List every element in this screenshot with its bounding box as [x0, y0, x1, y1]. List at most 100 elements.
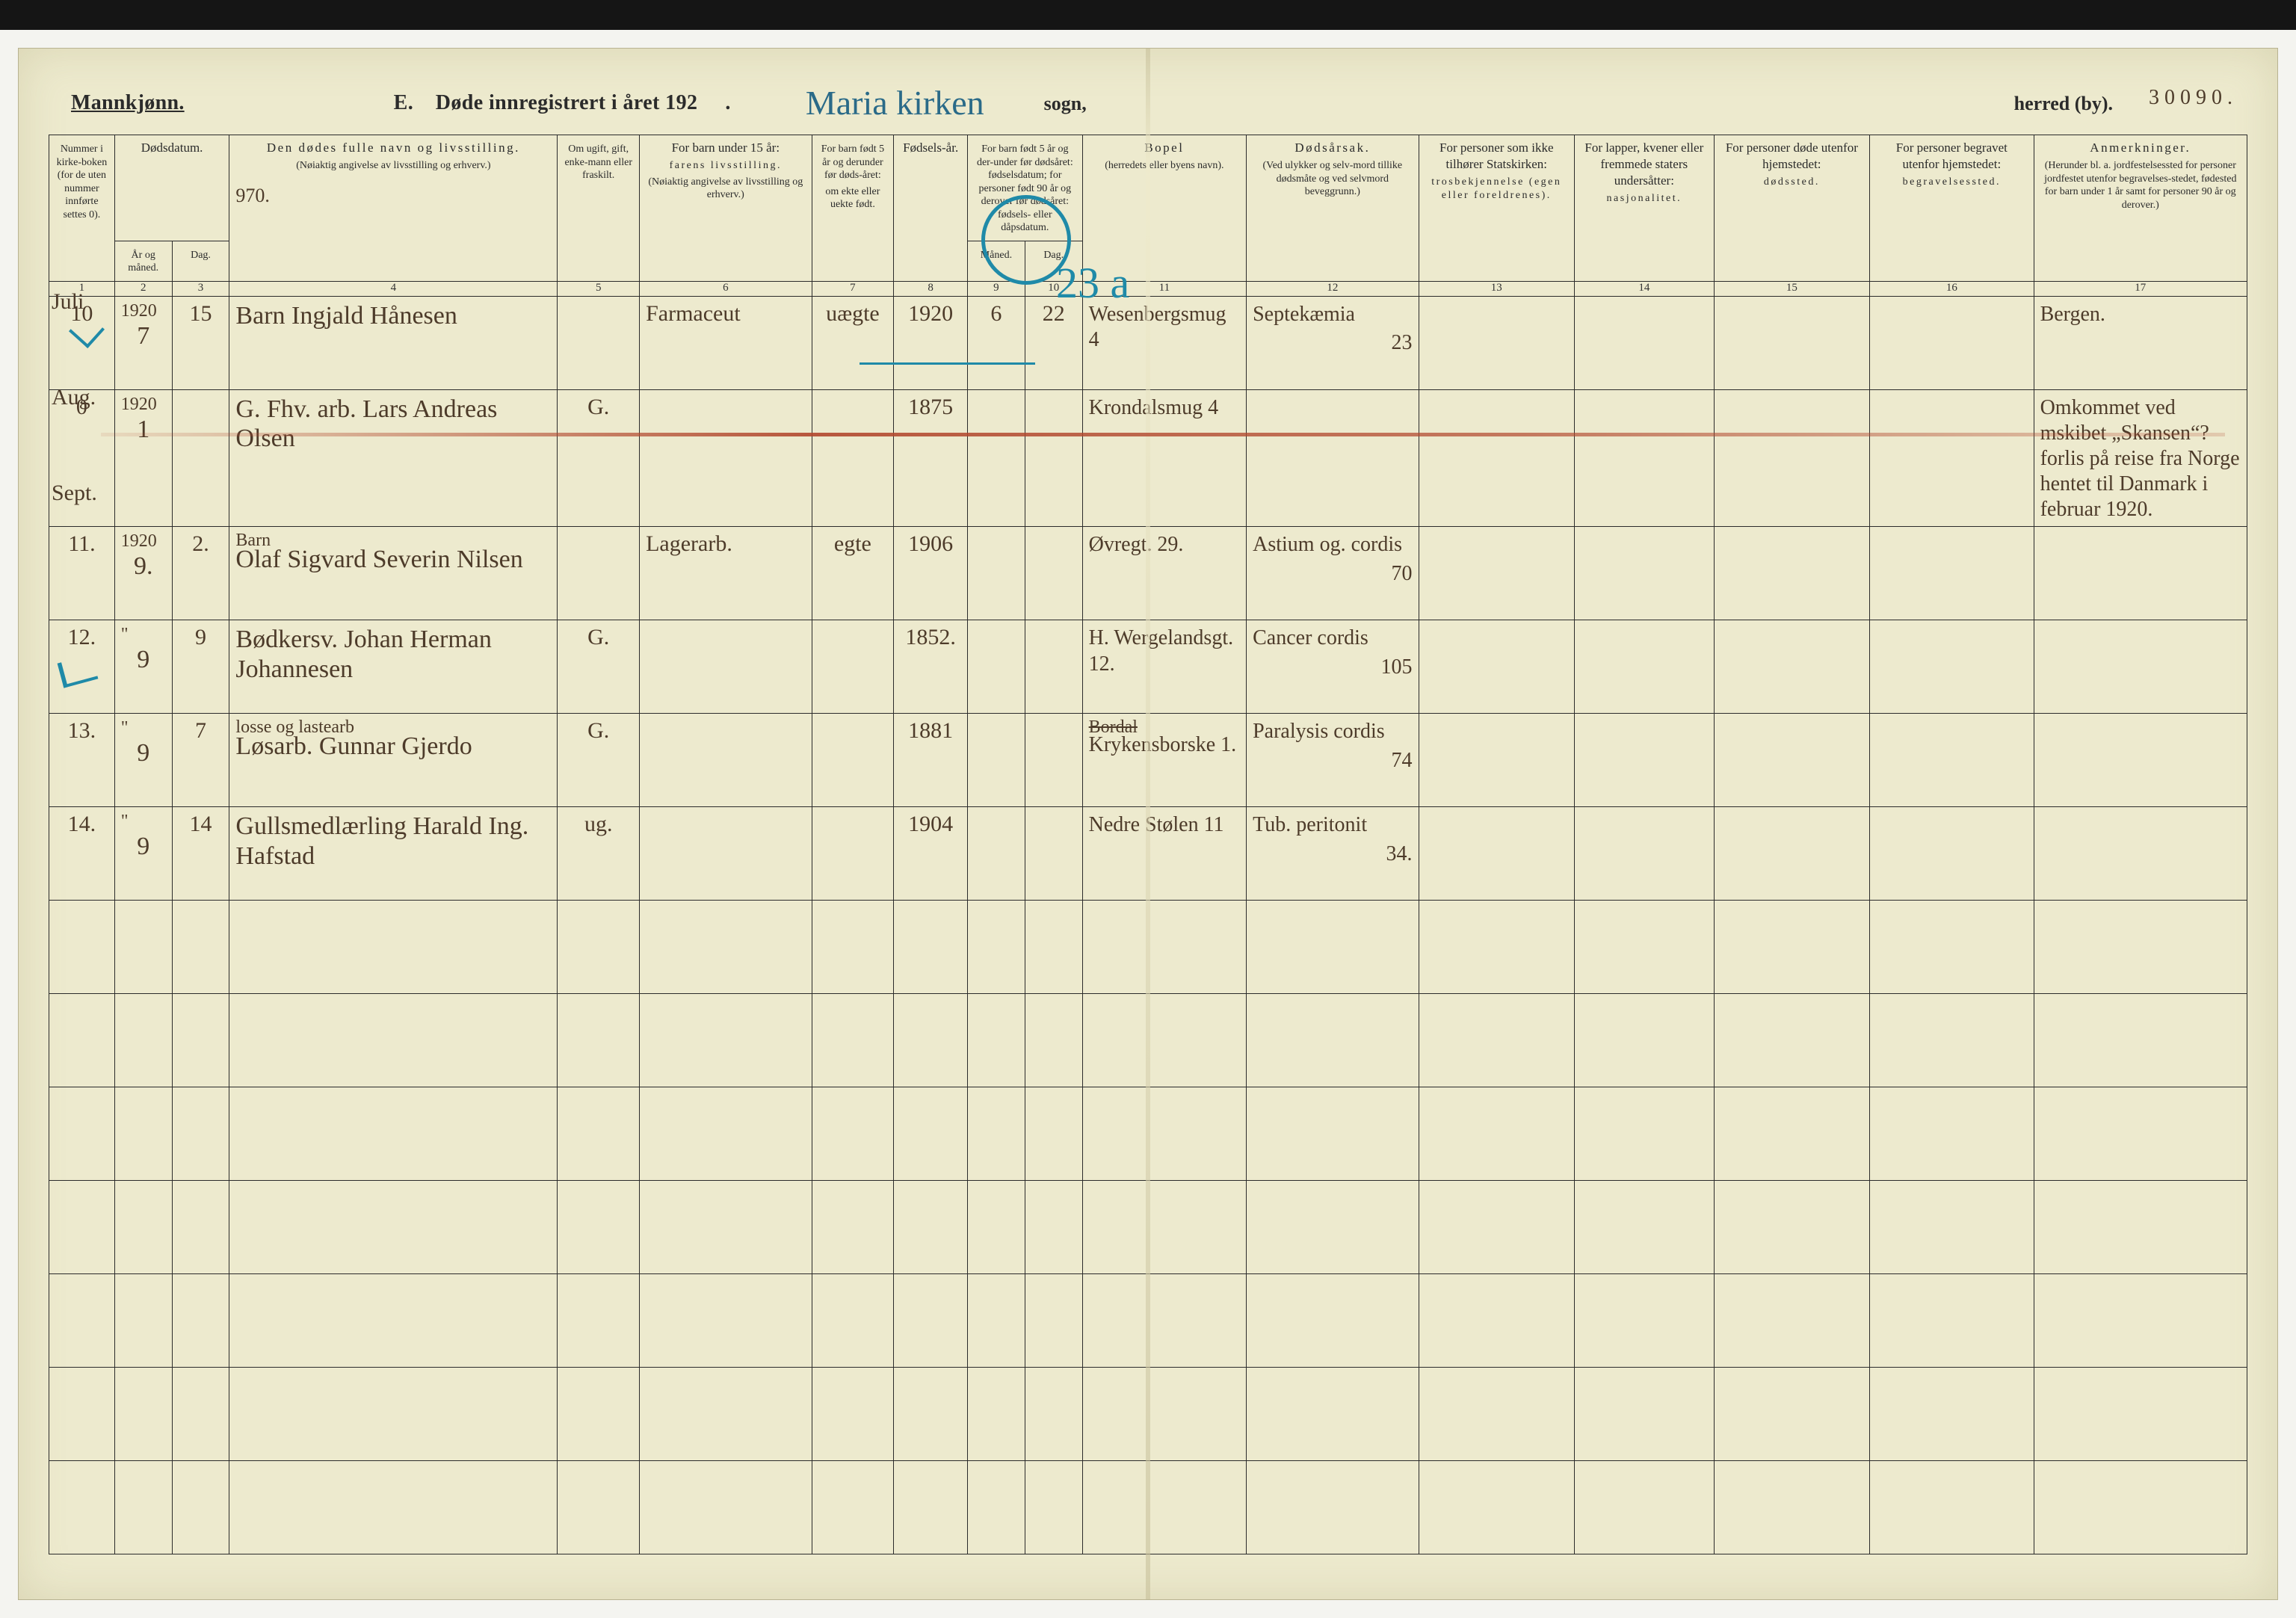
- cell: [968, 389, 1025, 527]
- cell: [968, 527, 1025, 620]
- cell: [1575, 527, 1715, 620]
- cell: [1025, 389, 1082, 527]
- cell: [1870, 807, 2034, 901]
- cell: [1419, 714, 1575, 807]
- cell: 1875: [894, 389, 968, 527]
- cell: [114, 994, 172, 1087]
- cell: [558, 1181, 640, 1274]
- month-aug: Aug.: [52, 385, 96, 410]
- cell: [1714, 994, 1870, 1087]
- cell: [1575, 1368, 1715, 1461]
- sogn-label: sogn,: [1044, 93, 1087, 115]
- cell: [1082, 1181, 1246, 1274]
- cell: [1575, 296, 1715, 389]
- col-head-12: Dødsårsak. (Ved ulykker og selv-mord til…: [1247, 135, 1419, 282]
- cell: [172, 901, 229, 994]
- cell: [1575, 1181, 1715, 1274]
- cell: [49, 994, 115, 1087]
- cell: [229, 994, 558, 1087]
- cell: 11.: [49, 527, 115, 620]
- cell: [229, 901, 558, 994]
- cell: [894, 994, 968, 1087]
- col4-handnote: 970.: [235, 186, 551, 206]
- cell: [114, 1461, 172, 1554]
- cell: Tub. peritonit34.: [1247, 807, 1419, 901]
- cell: [1870, 1181, 2034, 1274]
- cell: [558, 994, 640, 1087]
- cell: [968, 620, 1025, 714]
- cell: [812, 1461, 894, 1554]
- cell: 1906: [894, 527, 968, 620]
- cell: [1714, 1368, 1870, 1461]
- cell: 22: [1025, 296, 1082, 389]
- cell: G.: [558, 389, 640, 527]
- col-head-2-sub: År og måned.: [114, 241, 172, 281]
- cell: [172, 1461, 229, 1554]
- col-head-3-sub: Dag.: [172, 241, 229, 281]
- cell: [2034, 994, 2247, 1087]
- cell: [114, 1274, 172, 1368]
- cell: [1419, 901, 1575, 994]
- cell: [1247, 994, 1419, 1087]
- cell: 6: [968, 296, 1025, 389]
- col-head-8: Fødsels-år.: [894, 135, 968, 282]
- cell: [894, 1461, 968, 1554]
- cell: [1419, 807, 1575, 901]
- cell: [1419, 994, 1575, 1087]
- cell: [640, 901, 812, 994]
- cell: [1870, 714, 2034, 807]
- cell: [229, 1181, 558, 1274]
- cell: [1714, 901, 1870, 994]
- cell: [1025, 807, 1082, 901]
- col-head-14: For lapper, kvener eller fremmede stater…: [1575, 135, 1715, 282]
- cell: [1419, 1087, 1575, 1181]
- cell: [1082, 994, 1246, 1087]
- cell: [640, 1368, 812, 1461]
- col-head-9-sub: Måned.: [968, 241, 1025, 281]
- cell: [1082, 901, 1246, 994]
- cell: [49, 1368, 115, 1461]
- cell: [968, 1181, 1025, 1274]
- cell: [1714, 620, 1870, 714]
- cell: [1247, 1461, 1419, 1554]
- cell: [2034, 527, 2247, 620]
- cell: [558, 1274, 640, 1368]
- col-head-15: For personer døde utenfor hjemstedet: dø…: [1714, 135, 1870, 282]
- cell: [1025, 1368, 1082, 1461]
- col-head-13: For personer som ikke tilhører Statskirk…: [1419, 135, 1575, 282]
- cell: [1247, 1274, 1419, 1368]
- cell: [1714, 714, 1870, 807]
- cell: Cancer cordis105: [1247, 620, 1419, 714]
- cell: 1920: [894, 296, 968, 389]
- cell: [229, 1274, 558, 1368]
- scanner-top-strip: [0, 0, 2296, 30]
- col-head-11: Bopel (herredets eller byens navn).: [1082, 135, 1246, 282]
- cell: Farmaceut: [640, 296, 812, 389]
- cell: [1714, 527, 1870, 620]
- cell: [968, 1461, 1025, 1554]
- cell: egte: [812, 527, 894, 620]
- cell: [558, 1368, 640, 1461]
- cell: [812, 714, 894, 807]
- col-head-4: Den dødes fulle navn og livsstilling. (N…: [229, 135, 558, 282]
- parish-handwritten: Maria kirken: [806, 83, 984, 123]
- cell: [229, 1368, 558, 1461]
- cell: [2034, 1461, 2247, 1554]
- title-text: Døde innregistrert i året 192: [436, 91, 698, 114]
- cell: [1870, 1461, 2034, 1554]
- cell: [1247, 389, 1419, 527]
- cell: [968, 1274, 1025, 1368]
- cell: [1870, 1274, 2034, 1368]
- cell: [558, 1461, 640, 1554]
- cell: [1714, 807, 1870, 901]
- cell: [640, 807, 812, 901]
- cell: [1870, 389, 2034, 527]
- cell: [1025, 714, 1082, 807]
- ledger-sheet: Mannkjønn. E. Døde innregistrert i året …: [18, 48, 2278, 1600]
- cell: [640, 389, 812, 527]
- cell: Lagerarb.: [640, 527, 812, 620]
- cell: [640, 714, 812, 807]
- cell: [2034, 1274, 2247, 1368]
- col-head-6: For barn under 15 år: farens livsstillin…: [640, 135, 812, 282]
- month-sept: Sept.: [52, 481, 97, 506]
